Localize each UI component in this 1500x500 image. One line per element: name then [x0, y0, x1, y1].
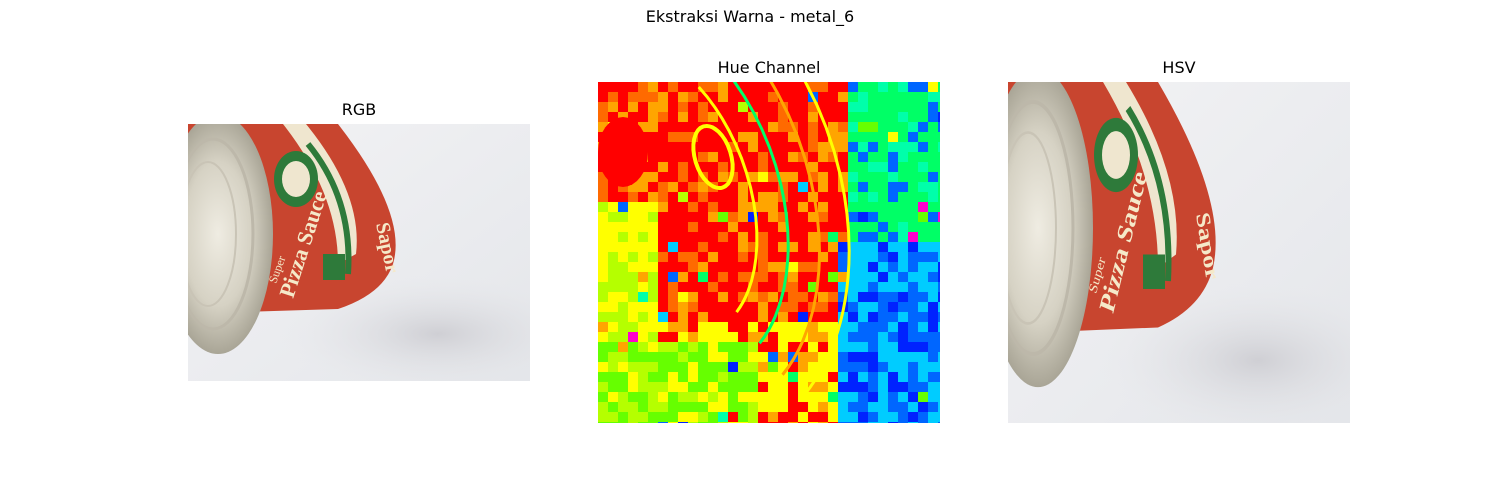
- figure-title: Ekstraksi Warna - metal_6: [645, 7, 855, 26]
- hsv-panel-title: HSV: [1162, 58, 1196, 77]
- hue-channel-image: [598, 82, 940, 423]
- rgb-panel-title: RGB: [341, 100, 377, 119]
- hue-panel-title: Hue Channel: [717, 58, 821, 77]
- rgb-image: Super Pizza Sauce Sapor: [188, 124, 530, 381]
- hsv-image: Super Pizza Sauce Sapor: [1008, 82, 1350, 423]
